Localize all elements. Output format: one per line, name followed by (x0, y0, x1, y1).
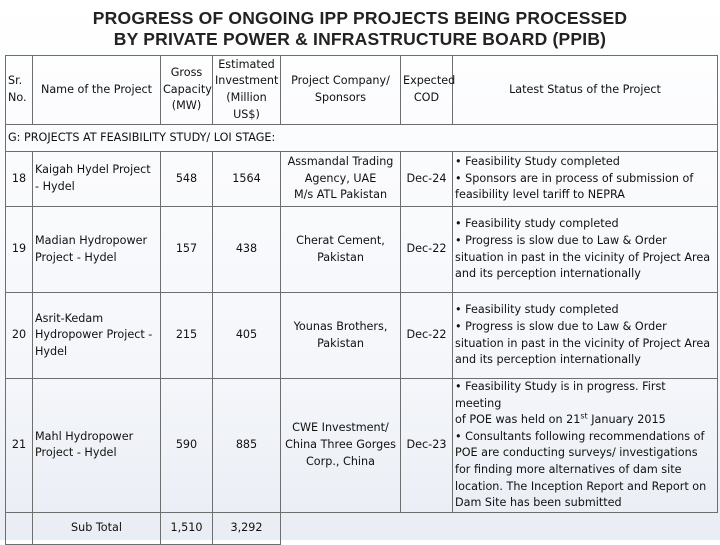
row-sponsors: Younas Brothers, Pakistan (280, 292, 401, 379)
row-capacity: 157 (160, 206, 213, 293)
projects-table: Sr. No. Name of the Project Gross Capaci… (5, 55, 718, 545)
subtotal-label: Sub Total (32, 511, 161, 545)
row-status: • Feasibility study completed • Progress… (452, 206, 718, 293)
title-line-1: PROGRESS OF ONGOING IPP PROJECTS BEING P… (92, 8, 628, 28)
row-project-name: Kaigah Hydel Project - Hydel (32, 151, 161, 207)
title-line-2: BY PRIVATE POWER & INFRASTRUCTURE BOARD … (113, 29, 607, 49)
row-investment: 885 (212, 378, 281, 513)
header-sr-no: Sr. No. (5, 55, 33, 125)
header-row: Sr. No. Name of the Project Gross Capaci… (5, 55, 718, 125)
row-sponsors: CWE Investment/ China Three Gorges Corp.… (280, 378, 401, 513)
row-status: • Feasibility Study is in progress. Firs… (452, 378, 718, 513)
row-investment: 1564 (212, 151, 281, 207)
row-project-name: Madian Hydropower Project - Hydel (32, 206, 161, 293)
row-cod: Dec-24 (400, 151, 453, 207)
row-sr: 18 (5, 151, 33, 207)
row-status: • Feasibility study completed • Progress… (452, 292, 718, 379)
table-row: 18 Kaigah Hydel Project - Hydel 548 1564… (5, 151, 718, 207)
header-investment: Estimated Investment (Million US$) (212, 55, 281, 125)
header-cod: Expected COD (400, 55, 455, 125)
row-project-name: Asrit-Kedam Hydropower Project - Hydel (32, 292, 161, 379)
section-row: G: PROJECTS AT FEASIBILITY STUDY/ LOI ST… (5, 124, 718, 152)
section-label: G: PROJECTS AT FEASIBILITY STUDY/ LOI ST… (5, 124, 718, 152)
table-row: 19 Madian Hydropower Project - Hydel 157… (5, 206, 718, 293)
header-sponsors: Project Company/ Sponsors (280, 55, 401, 125)
row-sr: 21 (5, 378, 33, 513)
row-capacity: 548 (160, 151, 213, 207)
table-row: 20 Asrit-Kedam Hydropower Project - Hyde… (5, 292, 718, 379)
page-title: PROGRESS OF ONGOING IPP PROJECTS BEING P… (0, 8, 720, 50)
row-sr: 20 (5, 292, 33, 379)
row-capacity: 215 (160, 292, 213, 379)
subtotal-investment: 3,292 (212, 511, 281, 545)
row-sr: 19 (5, 206, 33, 293)
table-row: 21 Mahl Hydropower Project - Hydel 590 8… (5, 378, 718, 513)
subtotal-capacity: 1,510 (160, 511, 213, 545)
row-cod: Dec-22 (400, 292, 453, 379)
subtotal-row: Sub Total 1,510 3,292 (5, 511, 718, 545)
header-capacity: Gross Capacity (MW) (160, 55, 213, 125)
row-investment: 438 (212, 206, 281, 293)
row-investment: 405 (212, 292, 281, 379)
row-capacity: 590 (160, 378, 213, 513)
row-project-name: Mahl Hydropower Project - Hydel (32, 378, 161, 513)
header-status: Latest Status of the Project (452, 55, 718, 125)
row-status: • Feasibility Study completed • Sponsors… (452, 151, 718, 207)
row-sponsors: Cherat Cement, Pakistan (280, 206, 401, 293)
header-project-name: Name of the Project (32, 55, 161, 125)
row-cod: Dec-22 (400, 206, 453, 293)
row-sponsors: Assmandal Trading Agency, UAE M/s ATL Pa… (280, 151, 401, 207)
row-cod: Dec-23 (400, 378, 453, 513)
